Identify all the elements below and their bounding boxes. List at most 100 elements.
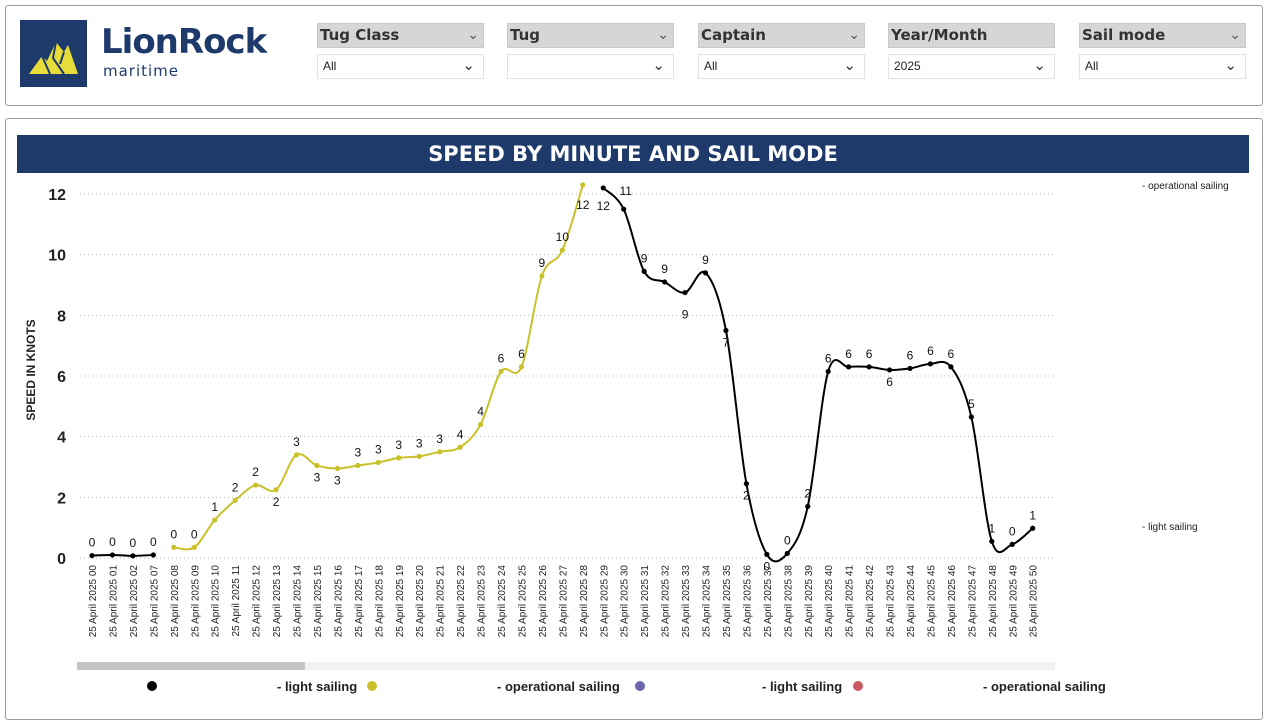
data-label: 2	[743, 489, 750, 503]
data-point	[743, 481, 750, 487]
data-label: 2	[273, 495, 280, 509]
data-label: 9	[539, 256, 546, 270]
x-tick-label: 25 April 2025 39	[804, 565, 815, 638]
filter-label: Captain	[701, 26, 766, 44]
data-point	[784, 550, 790, 557]
data-label: 0	[89, 536, 96, 550]
data-point	[334, 465, 340, 472]
x-tick-label: 25 April 2025 40	[824, 565, 835, 638]
data-point	[886, 367, 893, 373]
chevron-down-icon[interactable]: ⌄	[843, 57, 856, 74]
logo-name: LionRock	[101, 22, 267, 62]
filter-label: Sail mode	[1082, 26, 1166, 44]
data-point	[232, 497, 238, 503]
data-label: 10	[556, 230, 570, 244]
data-label: 0	[764, 559, 771, 573]
filter-header[interactable]: Tug ⌄	[507, 23, 674, 48]
x-tick-label: 25 April 2025 15	[313, 565, 324, 638]
legend-label: - light sailing	[277, 679, 357, 694]
data-point	[89, 552, 95, 559]
filter-label: Tug	[510, 26, 540, 44]
selected-value: All	[323, 59, 337, 73]
data-point	[150, 552, 156, 558]
data-point	[477, 421, 484, 428]
data-point	[375, 459, 381, 466]
legend-label: - operational sailing	[497, 679, 620, 694]
data-label: 9	[702, 253, 709, 267]
data-point	[621, 206, 627, 212]
sail-mode-dropdown[interactable]: All ⌄	[1079, 54, 1246, 79]
data-point	[641, 268, 647, 274]
x-tick-label: 25 April 2025 34	[702, 565, 713, 638]
data-point	[580, 182, 586, 188]
y-tick-label: 10	[48, 248, 66, 265]
chevron-down-icon[interactable]: ⌄	[462, 57, 475, 74]
x-tick-label: 25 April 2025 32	[661, 565, 672, 638]
x-tick-label: 25 April 2025 29	[599, 565, 610, 638]
data-label: 12	[597, 199, 611, 213]
filter-header[interactable]: Captain ⌄	[698, 23, 865, 48]
x-tick-label: 25 April 2025 37	[763, 565, 774, 638]
chart-panel: SPEED BY MINUTE AND SAIL MODE	[5, 118, 1263, 720]
filter-header[interactable]: Tug Class ⌄	[317, 23, 484, 48]
data-point	[191, 544, 197, 550]
x-tick-label: 25 April 2025 42	[865, 565, 876, 638]
x-tick-label: 25 April 2025 43	[886, 565, 897, 638]
data-point	[600, 185, 606, 191]
data-point	[130, 553, 136, 559]
y-tick-label: 0	[57, 551, 66, 568]
filter-header[interactable]: Sail mode ⌄	[1079, 23, 1246, 48]
data-point	[109, 552, 116, 558]
data-label: 0	[150, 535, 157, 549]
logo-subtitle: maritime	[103, 62, 180, 80]
data-point	[1030, 525, 1036, 531]
data-label: 7	[723, 336, 730, 350]
data-label: 9	[641, 251, 648, 265]
data-label: 3	[395, 438, 402, 452]
data-label: 6	[907, 348, 914, 362]
chevron-down-icon[interactable]: ⌄	[467, 26, 479, 42]
data-label: 6	[825, 351, 832, 365]
x-tick-label: 25 April 2025 16	[333, 565, 344, 638]
tug-dropdown[interactable]: ⌄	[507, 54, 674, 79]
data-label: 4	[457, 427, 464, 441]
chevron-down-icon[interactable]: ⌄	[1224, 57, 1237, 74]
filter-header[interactable]: Year/Month	[888, 23, 1055, 48]
data-point	[682, 289, 688, 296]
scrollbar-thumb[interactable]	[77, 662, 305, 670]
x-tick-label: 25 April 2025 00	[88, 565, 99, 638]
chevron-down-icon[interactable]: ⌄	[848, 26, 860, 42]
year-month-dropdown[interactable]: 2025 ⌄	[888, 54, 1055, 79]
data-label: 5	[968, 397, 975, 411]
x-tick-label: 25 April 2025 27	[558, 565, 569, 638]
y-tick-label: 6	[57, 369, 66, 386]
x-tick-label: 25 April 2025 46	[947, 565, 958, 638]
data-label: 3	[314, 470, 321, 484]
filter-label: Year/Month	[891, 26, 988, 44]
data-label: 3	[416, 436, 423, 450]
data-point	[212, 517, 218, 523]
x-tick-label: 25 April 2025 19	[395, 565, 406, 638]
data-point	[293, 452, 300, 458]
data-point	[253, 482, 259, 488]
chevron-down-icon[interactable]: ⌄	[652, 57, 665, 74]
selected-value: All	[704, 59, 718, 73]
data-label: 12	[576, 198, 590, 212]
data-label: 0	[1009, 524, 1016, 538]
x-tick-label: 25 April 2025 35	[722, 565, 733, 638]
captain-dropdown[interactable]: All ⌄	[698, 54, 865, 79]
data-label: 4	[477, 405, 484, 419]
data-label: 0	[191, 527, 198, 541]
chevron-down-icon[interactable]: ⌄	[1033, 57, 1046, 74]
tug-class-dropdown[interactable]: All ⌄	[317, 54, 484, 79]
data-label: 0	[109, 535, 116, 549]
right-series-label: - light sailing	[1142, 522, 1198, 533]
x-tick-label: 25 April 2025 47	[967, 565, 978, 638]
series-line	[91, 553, 154, 557]
series-line	[602, 187, 1034, 563]
chevron-down-icon[interactable]: ⌄	[657, 26, 669, 42]
scrollbar-track	[77, 662, 1055, 670]
chevron-down-icon[interactable]: ⌄	[1229, 26, 1241, 42]
data-label: 1	[211, 500, 218, 514]
